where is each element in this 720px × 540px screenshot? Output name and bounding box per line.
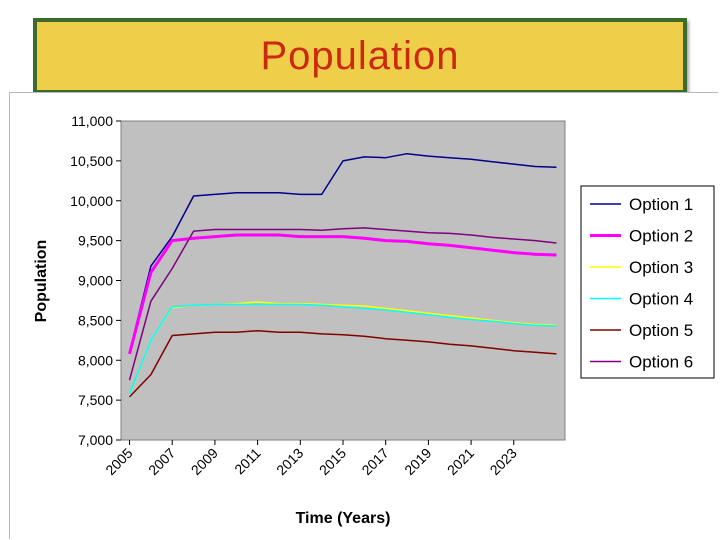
legend-label: Option 5 (629, 321, 693, 340)
series-line-option-6 (128, 227, 557, 381)
x-tick-label: 2023 (487, 445, 520, 478)
y-tick-label: 9,000 (78, 273, 113, 289)
series-line-option-1 (128, 152, 557, 353)
y-axis-title: Population (33, 240, 50, 323)
x-axis-title: Time (Years) (296, 510, 391, 527)
legend-box (580, 185, 715, 379)
x-tick-label: 2017 (358, 445, 391, 478)
legend-label: Option 1 (629, 195, 693, 214)
y-tick-label: 7,500 (78, 392, 113, 408)
x-tick-label: 2009 (188, 445, 221, 478)
x-tick-label: 2015 (316, 445, 349, 478)
legend-label: Option 2 (629, 227, 693, 246)
slide-title: Population (260, 33, 460, 78)
x-tick-label: 2011 (231, 445, 264, 478)
y-tick-label: 10,500 (70, 153, 113, 169)
legend-label: Option 3 (629, 258, 693, 277)
y-tick-label: 8,000 (78, 352, 113, 368)
y-tick-label: 9,500 (78, 233, 113, 249)
legend-label: Option 4 (629, 290, 693, 309)
series-line-option-4 (128, 303, 557, 395)
x-tick-label: 2007 (145, 445, 178, 478)
legend-label: Option 6 (629, 353, 693, 372)
series-line-option-2 (128, 233, 557, 355)
x-tick-label: 2005 (102, 445, 135, 478)
plot-area (120, 120, 566, 441)
x-tick-label: 2021 (444, 445, 477, 478)
y-tick-label: 7,000 (78, 432, 113, 448)
y-tick-label: 11,000 (71, 113, 113, 129)
title-banner: Population (33, 18, 687, 94)
series-line-option-5 (128, 329, 557, 398)
y-tick-label: 8,500 (78, 312, 113, 328)
y-tick-label: 10,000 (70, 193, 113, 209)
x-tick-label: 2019 (401, 445, 434, 478)
x-tick-label: 2013 (273, 445, 306, 478)
